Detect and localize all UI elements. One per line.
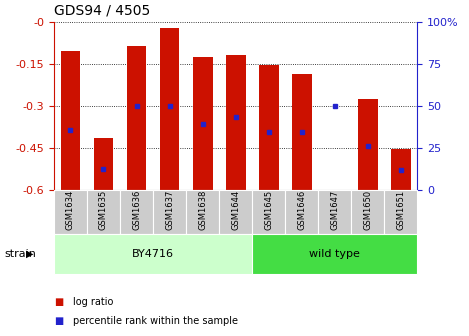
Bar — [159, 28, 180, 190]
Text: GSM1634: GSM1634 — [66, 190, 75, 229]
Text: log ratio: log ratio — [73, 297, 113, 307]
Text: GSM1647: GSM1647 — [330, 190, 339, 229]
Bar — [153, 190, 186, 234]
Bar — [292, 74, 312, 190]
Bar — [358, 99, 378, 190]
Text: ■: ■ — [54, 316, 63, 326]
Text: GSM1635: GSM1635 — [99, 190, 108, 229]
Text: GSM1638: GSM1638 — [198, 189, 207, 230]
Bar — [285, 190, 318, 234]
Bar — [54, 234, 252, 274]
Bar — [252, 190, 285, 234]
Text: GSM1646: GSM1646 — [297, 190, 306, 229]
Bar — [94, 138, 113, 190]
Bar — [127, 46, 146, 190]
Bar — [120, 190, 153, 234]
Bar — [186, 190, 219, 234]
Bar — [219, 190, 252, 234]
Text: ■: ■ — [54, 297, 63, 307]
Bar — [259, 65, 279, 190]
Text: wild type: wild type — [310, 249, 360, 259]
Bar — [351, 190, 385, 234]
Text: GSM1644: GSM1644 — [231, 190, 240, 229]
Text: GSM1637: GSM1637 — [165, 189, 174, 230]
Bar — [318, 190, 351, 234]
Bar — [54, 190, 87, 234]
Text: strain: strain — [5, 249, 37, 259]
Text: GDS94 / 4505: GDS94 / 4505 — [54, 4, 150, 18]
Text: percentile rank within the sample: percentile rank within the sample — [73, 316, 238, 326]
Text: GSM1636: GSM1636 — [132, 189, 141, 230]
Text: GSM1651: GSM1651 — [396, 190, 405, 229]
Text: GSM1650: GSM1650 — [363, 190, 372, 229]
Text: BY4716: BY4716 — [132, 249, 174, 259]
Text: ▶: ▶ — [26, 249, 33, 259]
Bar — [226, 55, 246, 190]
Bar — [193, 57, 212, 190]
Bar — [87, 190, 120, 234]
Text: GSM1645: GSM1645 — [264, 190, 273, 229]
Bar — [385, 190, 417, 234]
Bar — [252, 234, 417, 274]
Bar — [61, 51, 80, 190]
Bar — [391, 149, 411, 190]
